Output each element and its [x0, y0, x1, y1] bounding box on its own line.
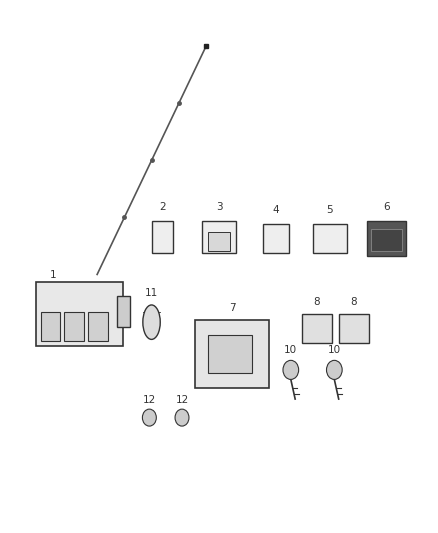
Circle shape — [175, 409, 189, 426]
Bar — [371, 229, 402, 251]
Text: 8: 8 — [314, 297, 320, 308]
FancyBboxPatch shape — [313, 224, 347, 253]
Bar — [41, 312, 60, 341]
FancyBboxPatch shape — [152, 221, 173, 253]
Text: 12: 12 — [175, 395, 189, 405]
Text: 7: 7 — [229, 303, 235, 313]
Text: 2: 2 — [159, 202, 166, 212]
Bar — [88, 312, 108, 341]
Circle shape — [283, 360, 299, 379]
FancyBboxPatch shape — [262, 224, 289, 253]
Text: 6: 6 — [383, 202, 390, 212]
Text: 4: 4 — [272, 205, 279, 215]
Text: 10: 10 — [328, 345, 341, 355]
FancyBboxPatch shape — [117, 296, 130, 327]
Circle shape — [326, 360, 342, 379]
FancyBboxPatch shape — [367, 221, 406, 256]
FancyBboxPatch shape — [36, 282, 123, 346]
Circle shape — [142, 409, 156, 426]
Bar — [208, 335, 252, 373]
Text: 12: 12 — [143, 395, 156, 405]
Bar — [208, 232, 230, 251]
FancyBboxPatch shape — [302, 314, 332, 343]
FancyBboxPatch shape — [339, 314, 369, 343]
FancyBboxPatch shape — [195, 319, 269, 389]
FancyBboxPatch shape — [201, 221, 237, 253]
Text: 11: 11 — [145, 288, 158, 298]
Bar — [64, 312, 84, 341]
Text: 10: 10 — [284, 345, 297, 355]
Text: 5: 5 — [327, 205, 333, 215]
Text: 3: 3 — [215, 202, 223, 212]
Text: 1: 1 — [50, 270, 57, 280]
Text: 8: 8 — [350, 297, 357, 308]
Ellipse shape — [143, 305, 160, 340]
